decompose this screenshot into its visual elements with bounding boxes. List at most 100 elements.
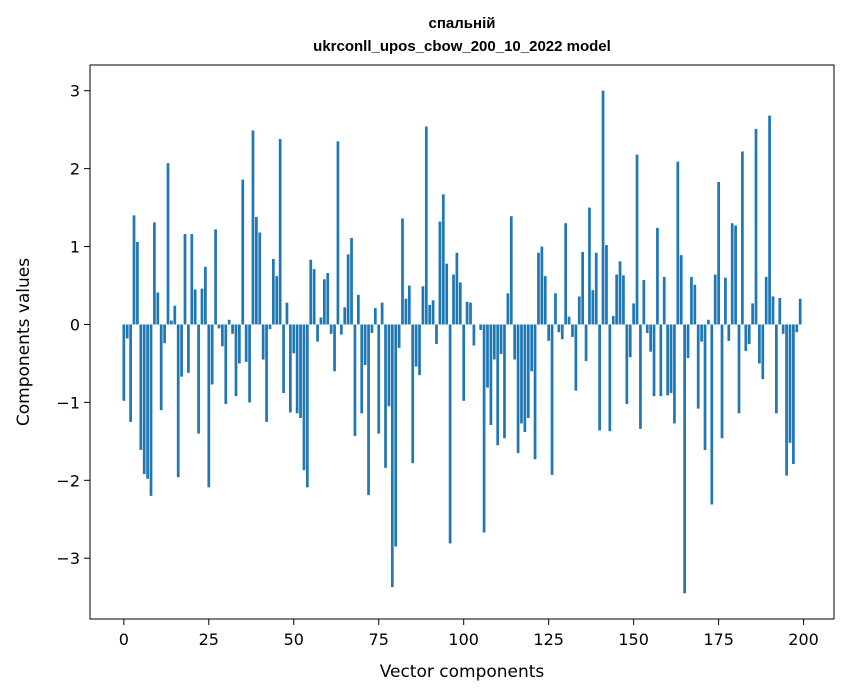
- y-axis-label: Components values: [14, 258, 34, 426]
- bar-100: [462, 324, 466, 401]
- bar-45: [275, 276, 279, 325]
- bar-84: [407, 285, 411, 325]
- bar-103: [472, 324, 476, 346]
- x-tick-label: 0: [119, 630, 129, 649]
- bar-120: [530, 324, 534, 372]
- bar-138: [591, 290, 595, 325]
- bar-54: [305, 324, 309, 488]
- bar-19: [187, 324, 190, 373]
- bar-191: [771, 296, 775, 325]
- bar-119: [526, 324, 530, 418]
- bar-198: [795, 324, 799, 333]
- y-tick-label: 0: [70, 315, 80, 334]
- bar-179: [730, 223, 734, 325]
- bar-140: [598, 324, 602, 431]
- bar-0: [122, 324, 126, 401]
- bar-37: [248, 324, 251, 403]
- bar-190: [768, 115, 771, 325]
- bar-162: [673, 324, 676, 424]
- bar-134: [577, 296, 581, 325]
- bar-67: [350, 237, 353, 325]
- bar-71: [363, 324, 367, 365]
- bar-172: [707, 319, 710, 325]
- bar-102: [469, 302, 472, 325]
- bar-149: [628, 324, 632, 358]
- bar-148: [625, 324, 629, 404]
- bar-160: [666, 324, 669, 396]
- bar-3: [132, 215, 136, 325]
- bar-57: [316, 324, 319, 342]
- bar-137: [588, 207, 591, 325]
- x-tick-label: 175: [703, 630, 734, 649]
- bar-111: [499, 324, 503, 355]
- bar-28: [217, 324, 221, 329]
- bar-64: [339, 324, 343, 335]
- bar-186: [754, 128, 758, 325]
- x-axis-ticks: 0 25 50 75 100 125 150 175 200: [119, 619, 819, 649]
- bar-187: [758, 324, 761, 364]
- bar-99: [458, 282, 462, 325]
- bar-13: [166, 163, 170, 325]
- bar-152: [639, 324, 642, 429]
- bar-80: [394, 324, 398, 547]
- bar-146: [618, 261, 622, 325]
- bar-129: [560, 324, 564, 340]
- bar-32: [231, 324, 234, 334]
- x-tick-label: 100: [448, 630, 479, 649]
- bar-182: [741, 151, 744, 325]
- bar-125: [547, 324, 551, 341]
- bar-27: [214, 229, 217, 325]
- bar-2: [129, 324, 132, 422]
- bar-95: [445, 263, 449, 325]
- bar-177: [724, 277, 727, 325]
- y-axis-ticks: −3 −2 −1 0 1 2 3: [56, 82, 90, 568]
- bar-110: [496, 324, 500, 446]
- bar-79: [390, 324, 394, 588]
- bar-26: [210, 324, 214, 385]
- bar-68: [353, 324, 357, 436]
- bar-76: [380, 302, 384, 325]
- bar-181: [737, 324, 741, 414]
- bar-49: [289, 324, 292, 413]
- plot-area-frame: [89, 64, 835, 620]
- bar-133: [574, 324, 578, 391]
- bar-153: [642, 280, 646, 325]
- bar-192: [775, 324, 778, 414]
- bar-117: [520, 324, 523, 424]
- bar-167: [690, 276, 693, 325]
- bar-87: [418, 324, 421, 376]
- bar-20: [190, 234, 194, 325]
- bar-41: [261, 324, 265, 360]
- bar-96: [448, 324, 452, 544]
- bar-42: [265, 324, 268, 422]
- bar-98: [455, 252, 459, 325]
- bar-86: [414, 324, 418, 367]
- bar-60: [326, 273, 330, 325]
- bar-144: [611, 315, 615, 325]
- bar-23: [200, 288, 204, 325]
- bar-25: [207, 324, 211, 488]
- bar-40: [258, 232, 262, 325]
- bar-21: [193, 289, 197, 325]
- bar-175: [717, 181, 720, 325]
- bar-121: [533, 324, 537, 460]
- bar-163: [676, 161, 680, 325]
- bar-83: [404, 298, 408, 325]
- bar-89: [424, 126, 428, 325]
- bar-199: [798, 298, 802, 325]
- y-tick-label: −1: [56, 393, 80, 412]
- bar-50: [292, 324, 296, 354]
- bar-145: [615, 274, 619, 325]
- chart-subtitle: ukrconll_upos_cbow_200_10_2022 model: [313, 38, 611, 55]
- bar-105: [479, 324, 483, 330]
- bar-141: [601, 90, 605, 325]
- bar-158: [659, 324, 663, 397]
- bar-52: [299, 324, 302, 418]
- bar-82: [401, 218, 404, 325]
- bar-109: [492, 324, 496, 360]
- x-tick-label: 200: [788, 630, 819, 649]
- bar-169: [696, 324, 700, 409]
- bar-55: [309, 259, 313, 325]
- y-tick-label: 1: [70, 238, 80, 257]
- bar-85: [411, 324, 415, 464]
